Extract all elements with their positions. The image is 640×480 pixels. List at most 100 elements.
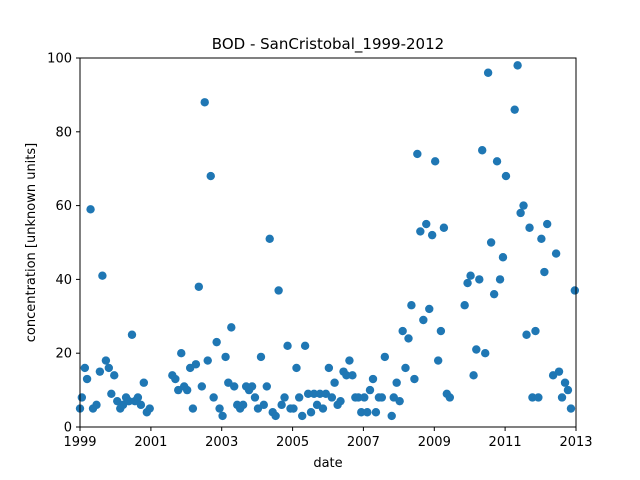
data-point [101, 356, 111, 365]
data-point [250, 393, 260, 402]
data-point [439, 223, 449, 232]
data-point [80, 363, 90, 373]
x-tick-label: 2003 [205, 435, 238, 450]
data-point [145, 404, 154, 413]
data-point [510, 105, 519, 114]
y-axis: 0 20 40 60 80 100 [47, 52, 80, 436]
x-axis-label: date [313, 456, 342, 471]
y-tick-label: 20 [55, 347, 72, 362]
data-point [363, 408, 372, 417]
data-point [365, 385, 375, 395]
data-point [392, 378, 401, 387]
data-point [110, 371, 119, 380]
data-point [171, 374, 180, 384]
data-point [436, 326, 446, 336]
data-point [371, 408, 381, 417]
x-tick-label: 2005 [276, 435, 309, 450]
data-point [377, 393, 387, 402]
data-point [519, 201, 528, 210]
y-tick-label: 80 [55, 125, 72, 140]
data-point [354, 393, 363, 402]
y-tick-label: 100 [47, 52, 72, 67]
data-point [525, 223, 534, 232]
data-point [554, 367, 564, 376]
data-point [380, 352, 390, 362]
data-point [387, 411, 396, 421]
data-point [300, 341, 310, 351]
data-point [321, 389, 331, 398]
data-point [92, 400, 101, 410]
data-point [413, 149, 422, 159]
data-point [345, 356, 354, 365]
data-point [419, 315, 428, 325]
data-point [221, 352, 230, 362]
x-tick-label: 2001 [134, 435, 167, 450]
data-point [498, 253, 508, 262]
data-point [551, 249, 561, 258]
data-point [537, 234, 546, 244]
data-point [265, 234, 274, 244]
y-axis-label: concentration [unknown units] [24, 143, 39, 342]
data-point [501, 171, 511, 181]
x-tick-label: 2007 [347, 435, 380, 450]
data-point [492, 157, 502, 166]
data-point [430, 157, 440, 166]
data-point [348, 371, 357, 380]
data-point [139, 378, 149, 387]
data-point [422, 219, 431, 229]
x-tick-label: 2009 [418, 435, 451, 450]
data-point [86, 205, 95, 214]
chart-title: BOD - SanCristobal_1999-2012 [212, 35, 444, 54]
data-point [277, 400, 286, 410]
data-point [327, 393, 337, 402]
data-point [401, 363, 410, 373]
data-point [445, 393, 455, 402]
data-point [230, 382, 239, 391]
data-point [466, 271, 475, 280]
data-point [318, 404, 328, 413]
x-tick-label: 2011 [489, 435, 522, 450]
data-point [182, 385, 192, 395]
data-point [188, 404, 198, 413]
data-point [404, 334, 413, 343]
data-point [209, 393, 218, 402]
x-tick-label: 2013 [559, 435, 592, 450]
data-point [469, 371, 478, 380]
y-tick-label: 60 [55, 199, 72, 214]
data-point [425, 304, 434, 314]
data-point [472, 345, 481, 354]
data-point [77, 393, 87, 402]
data-point [289, 404, 298, 413]
x-axis: 1999 2001 2003 2005 2007 2009 2011 2013 [63, 427, 593, 450]
data-point [463, 278, 472, 288]
data-point [292, 363, 301, 373]
data-point [475, 275, 484, 284]
data-point [274, 286, 283, 295]
data-point [104, 363, 114, 373]
data-point [177, 349, 186, 358]
data-point [133, 393, 143, 402]
data-point [200, 98, 209, 107]
data-point [486, 238, 496, 247]
data-point [336, 396, 345, 406]
data-point [342, 371, 351, 380]
data-point [330, 378, 339, 387]
data-point [528, 393, 537, 402]
data-point [107, 389, 116, 398]
data-point [218, 411, 227, 421]
data-point [203, 356, 212, 365]
data-point [540, 267, 549, 277]
data-point [306, 408, 316, 417]
data-point [298, 411, 307, 421]
data-point [124, 396, 134, 406]
data-point [531, 326, 540, 336]
data-point [478, 146, 487, 155]
x-tick-label: 1999 [63, 435, 96, 450]
data-point [395, 396, 404, 406]
data-point [433, 356, 443, 365]
data-point [427, 230, 437, 240]
data-point [416, 227, 425, 236]
data-point [566, 404, 576, 413]
data-point [398, 326, 407, 336]
